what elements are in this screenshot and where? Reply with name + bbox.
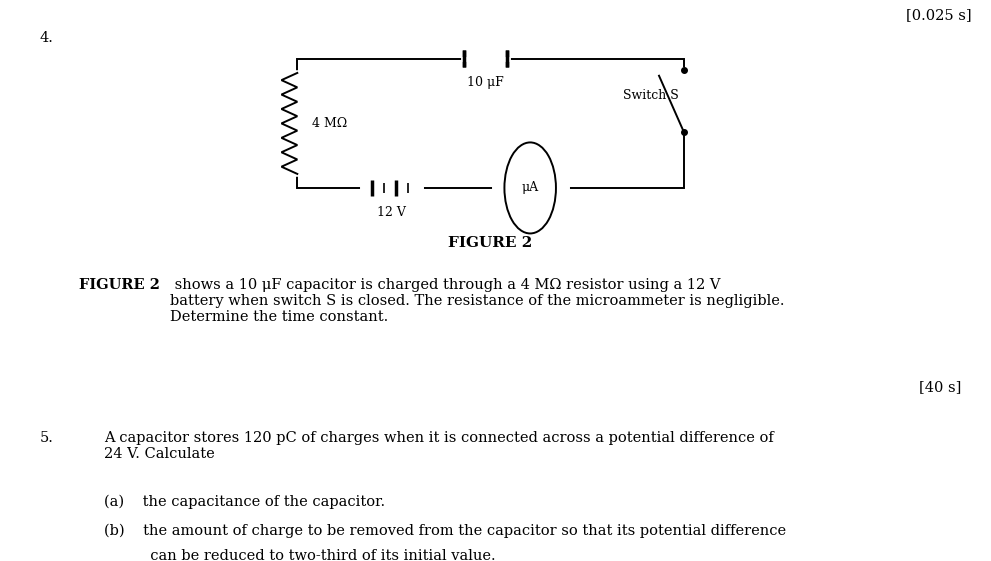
Text: 5.: 5. <box>40 431 54 445</box>
Text: 12 V: 12 V <box>377 206 406 219</box>
Text: 4 MΩ: 4 MΩ <box>312 117 348 130</box>
Bar <box>297 59 684 188</box>
Text: μA: μA <box>521 181 539 195</box>
Text: FIGURE 2: FIGURE 2 <box>448 236 533 250</box>
Text: 4.: 4. <box>40 31 54 45</box>
Text: shows a 10 μF capacitor is charged through a 4 MΩ resistor using a 12 V
battery : shows a 10 μF capacitor is charged throu… <box>170 278 785 324</box>
Text: (a)    the capacitance of the capacitor.: (a) the capacitance of the capacitor. <box>104 495 385 509</box>
Text: [40 s]: [40 s] <box>919 380 961 394</box>
Text: can be reduced to two-third of its initial value.: can be reduced to two-third of its initi… <box>104 549 496 561</box>
Text: FIGURE 2: FIGURE 2 <box>79 278 161 292</box>
Ellipse shape <box>504 142 556 233</box>
Text: A capacitor stores 120 pC of charges when it is connected across a potential dif: A capacitor stores 120 pC of charges whe… <box>104 431 774 461</box>
Text: (b)    the amount of charge to be removed from the capacitor so that its potenti: (b) the amount of charge to be removed f… <box>104 524 786 538</box>
Text: 10 μF: 10 μF <box>467 76 504 89</box>
Text: [0.025 s]: [0.025 s] <box>906 8 971 22</box>
Text: Switch S: Switch S <box>623 89 679 102</box>
